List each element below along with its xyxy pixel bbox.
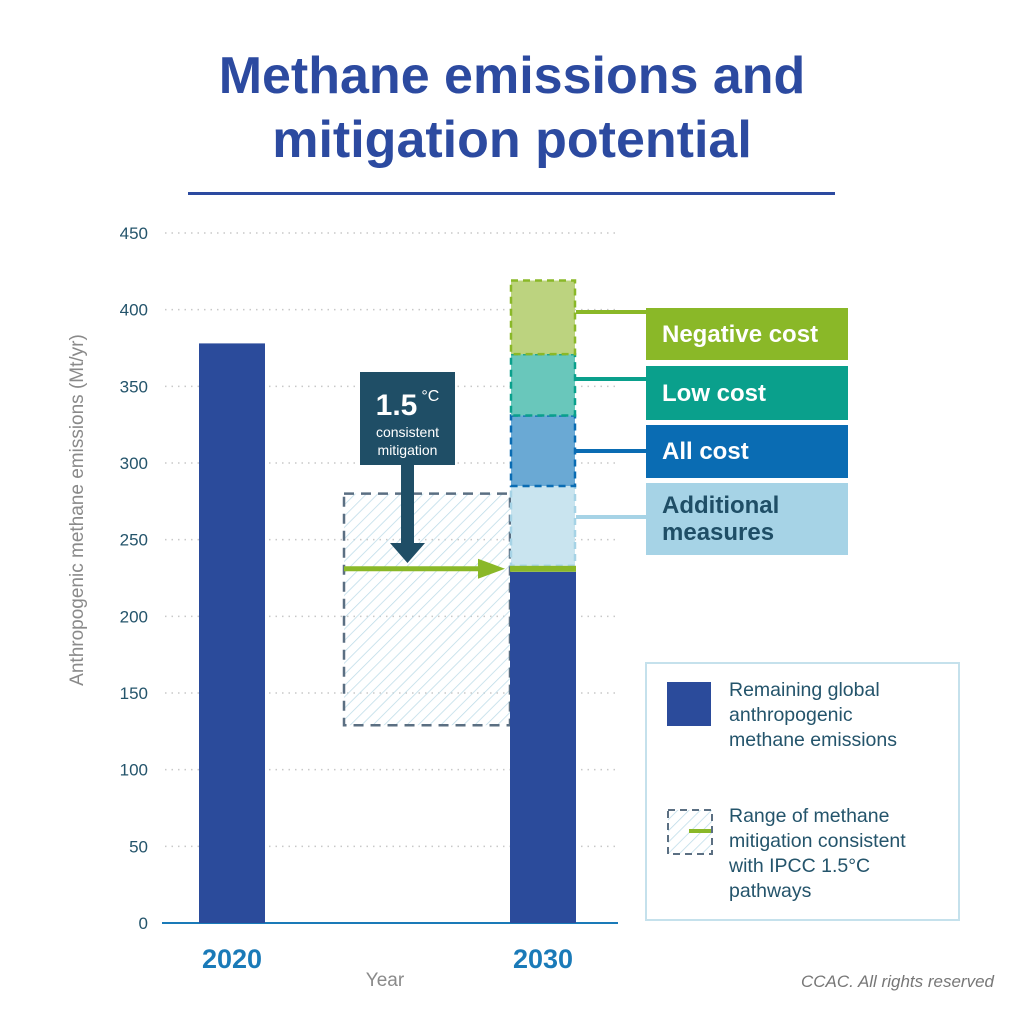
y-tick-label: 100 [120,761,148,780]
legend-remaining-line: Remaining global [729,679,880,701]
legend-text-range: Range of methane mitigation consistent w… [729,804,906,904]
chart-title-line1: Methane emissions and [218,47,806,105]
legend-range-line: mitigation consistent [729,830,906,852]
callout-line1: consistent [375,424,440,440]
label-additional-line2: measures [662,519,775,546]
target-arrow-head [478,558,505,579]
bar-remaining-2030 [510,571,576,923]
y-tick-label: 250 [120,531,148,550]
label-negative-cost: Negative cost [646,308,848,360]
y-tick-label: 150 [120,684,148,703]
callout-line2: mitigation [377,442,438,458]
chart-title-line2: mitigation potential [272,111,752,169]
legend: Remaining global anthropogenic methane e… [645,662,960,921]
legend-range-line: Range of methane [729,805,890,827]
callout-1-5c: 1.5 °C consistent mitigation [360,372,455,465]
callout-arrow-head [390,543,425,563]
bar-remaining-2020 [199,343,265,923]
y-tick-label: 200 [120,607,148,626]
x-tick-label: 2030 [513,944,573,974]
x-tick-label: 2020 [202,944,262,974]
label-all-cost: All cost [646,425,848,478]
callout-arrow-shaft [401,465,414,545]
callout-unit: °C [421,388,440,405]
label-additional-line1: Additional [662,492,780,519]
legend-remaining-line: methane emissions [729,729,897,751]
y-tick-label: 50 [129,837,148,856]
legend-remaining-line: anthropogenic [729,704,853,726]
bar-segment-negative-cost [509,279,577,356]
y-tick-label: 300 [120,454,148,473]
bar-segment-additional-measures [509,484,577,567]
label-additional-measures: Additional measures [646,483,848,555]
legend-swatch-range [667,809,713,855]
legend-text-remaining: Remaining global anthropogenic methane e… [729,678,897,753]
title-rule [188,192,835,195]
legend-range-line: pathways [729,880,812,902]
target-marker [510,565,576,572]
y-tick-label: 350 [120,377,148,396]
y-tick-label: 450 [120,224,148,243]
credit: CCAC. All rights reserved [800,972,994,991]
callout-big: 1.5 [375,389,418,422]
ipcc-range-box [342,492,512,727]
legend-range-line: with IPCC 1.5°C [729,855,871,877]
x-axis-label: Year [366,970,405,991]
label-low-cost: Low cost [646,366,848,420]
y-tick-label: 0 [139,914,148,933]
y-axis-label: Anthropogenic methane emissions (Mt/yr) [67,334,88,686]
bar-segment-all-cost [509,414,577,488]
bar-segment-low-cost [509,352,577,417]
y-tick-label: 400 [120,301,148,320]
legend-swatch-remaining [667,682,711,726]
